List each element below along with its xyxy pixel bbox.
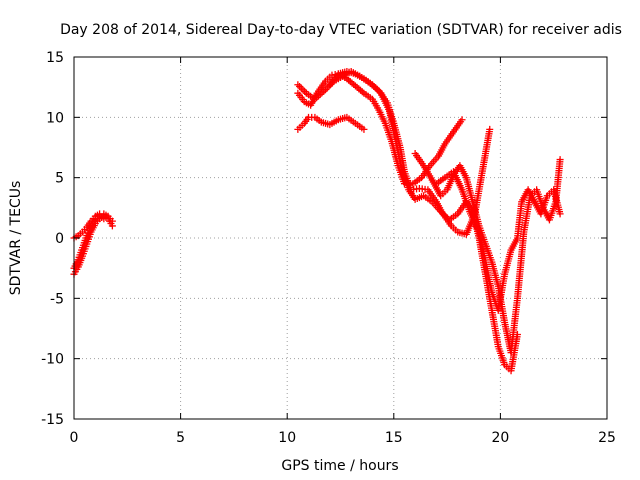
data-point [294, 81, 302, 89]
y-tick-label: -5 [50, 291, 64, 307]
x-tick-label: 0 [70, 430, 79, 446]
x-tick-label: 20 [491, 430, 509, 446]
y-tick-label: 0 [55, 231, 64, 247]
x-axis-label: GPS time / hours [281, 458, 398, 474]
y-tick-label: 5 [55, 171, 64, 187]
y-axis-label: SDTVAR / TECUs [8, 181, 24, 296]
tick-labels: 0 5 10 15 20 25 -15 -10 -5 0 5 10 15 [41, 50, 616, 446]
data-point [486, 125, 494, 133]
data-point-fill [297, 84, 305, 92]
gridlines [74, 57, 607, 419]
data-point [100, 215, 108, 223]
x-tick-label: 15 [385, 430, 403, 446]
data-point-fill [301, 88, 309, 96]
plot-frame [73, 56, 608, 420]
x-tick-label: 10 [278, 430, 296, 446]
y-tick-label: 15 [46, 50, 64, 66]
data-point [556, 210, 564, 218]
y-tick-label: -15 [41, 412, 64, 428]
x-tick-label: 5 [176, 430, 185, 446]
chart-title: Day 208 of 2014, Sidereal Day-to-day VTE… [60, 22, 622, 38]
data-point [556, 156, 564, 164]
data-point [360, 125, 368, 133]
x-tick-label: 25 [598, 430, 616, 446]
data-point-fill [296, 82, 304, 90]
y-tick-label: -10 [41, 352, 64, 368]
data-points [70, 67, 564, 375]
data-point-fill [299, 86, 307, 94]
data-point [458, 116, 466, 124]
data-point [108, 217, 116, 225]
axis-ticks [73, 56, 608, 420]
y-tick-label: 10 [46, 110, 64, 126]
